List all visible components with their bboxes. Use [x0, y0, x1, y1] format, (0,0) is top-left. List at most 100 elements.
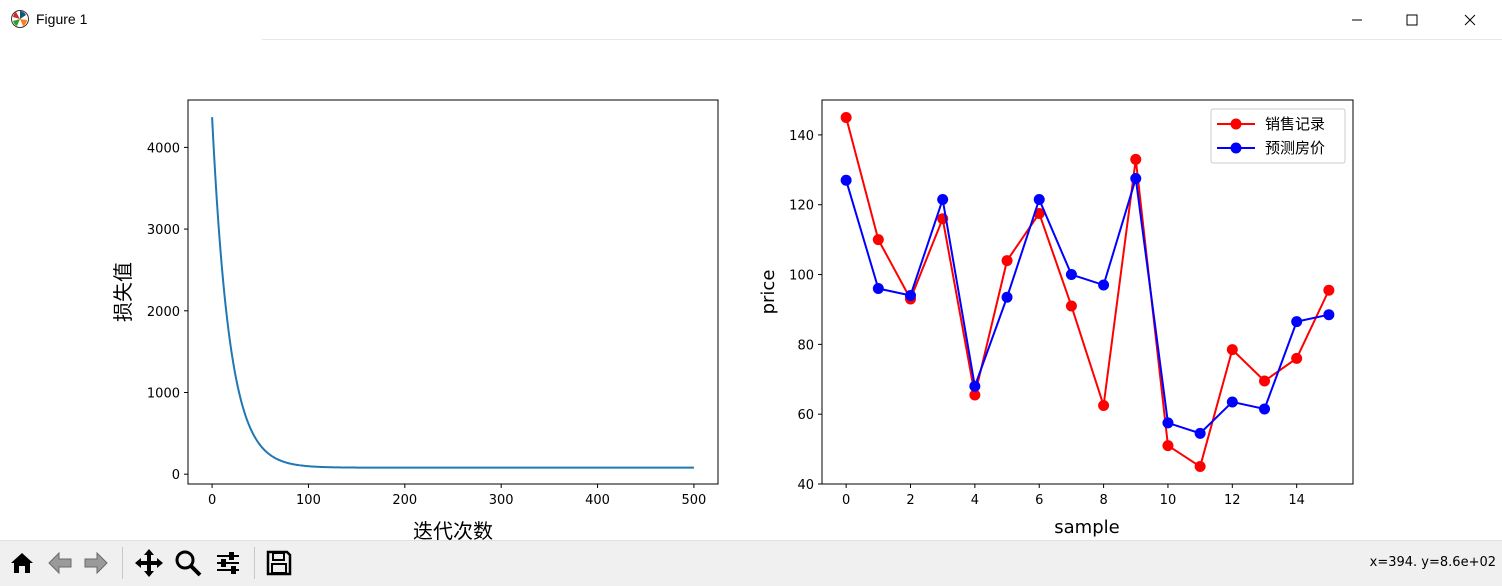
legend-label-sales: 销售记录	[1265, 115, 1325, 133]
save-icon	[266, 550, 292, 576]
price-ylabel: price	[758, 270, 779, 315]
cursor-coordinates: x=394. y=8.6e+02	[1369, 555, 1496, 570]
price-ytick-label: 140	[789, 129, 814, 144]
maximize-button[interactable]	[1389, 0, 1435, 40]
loss-ytick-label: 0	[172, 468, 180, 483]
series-point-0	[1098, 399, 1110, 411]
window-title: Figure 1	[36, 11, 88, 27]
loss-ytick-label: 2000	[147, 305, 180, 320]
series-point-1	[1226, 396, 1238, 408]
series-point-0	[872, 234, 884, 246]
series-point-0	[840, 111, 852, 123]
series-point-1	[1291, 316, 1303, 328]
price-ytick-label: 80	[797, 338, 814, 353]
price-xtick-label: 8	[1099, 493, 1107, 508]
configure-subplots-icon	[217, 552, 239, 574]
loss-xtick-label: 300	[489, 493, 514, 508]
loss-xtick-label: 100	[296, 493, 321, 508]
series-point-1	[840, 174, 852, 186]
home-button[interactable]	[6, 547, 38, 579]
forward-icon	[84, 551, 108, 575]
figure-canvas[interactable]: 0 100 200 300 400 500 0 1000 2000 3000 4000 迭代次数 损…	[0, 40, 1502, 540]
series-point-1	[1033, 193, 1045, 205]
close-icon	[1464, 14, 1476, 26]
loss-ytick-label: 4000	[147, 141, 180, 156]
series-point-1	[1065, 269, 1077, 281]
price-xtick-label: 10	[1160, 493, 1177, 508]
series-point-1	[1194, 427, 1206, 439]
title-bar-divider	[262, 39, 1502, 40]
series-point-1	[969, 380, 981, 392]
series-point-0	[969, 389, 981, 401]
price-xlabel: sample	[1054, 517, 1119, 538]
series-point-0	[1323, 284, 1335, 296]
price-plot-frame	[821, 99, 1354, 485]
series-point-1	[1130, 173, 1142, 185]
price-xtick-label: 14	[1288, 493, 1305, 508]
forward-button[interactable]	[80, 547, 112, 579]
pan-button[interactable]	[133, 547, 165, 579]
zoom-icon	[175, 550, 202, 577]
maximize-icon	[1406, 14, 1418, 26]
series-point-0	[1194, 461, 1206, 473]
series-point-1	[872, 283, 884, 295]
legend-label-predicted: 预测房价	[1265, 139, 1325, 157]
back-icon	[48, 551, 72, 575]
loss-xlabel: 迭代次数	[413, 519, 493, 540]
price-xtick-label: 2	[906, 493, 914, 508]
close-button[interactable]	[1447, 0, 1493, 40]
legend-marker-predicted	[1230, 142, 1242, 154]
title-bar: Figure 1	[0, 0, 1502, 40]
series-point-1	[1001, 291, 1013, 303]
loss-xtick-label: 500	[681, 493, 706, 508]
series-line-1	[845, 178, 1330, 435]
series-point-1	[1259, 403, 1270, 415]
price-ytick-label: 60	[797, 408, 814, 423]
legend-marker-sales	[1230, 118, 1242, 130]
series-point-0	[1130, 153, 1142, 165]
price-plot-layer: 0 2 4 6 8 10 12 14 40 60 80 100 120 140	[789, 111, 1335, 508]
price-ytick-label: 100	[789, 269, 814, 284]
price-ytick-label: 40	[797, 478, 814, 493]
legend-box	[1210, 108, 1346, 164]
loss-xtick-label: 0	[208, 493, 216, 508]
loss-ylabel: 损失值	[111, 262, 135, 322]
loss-plot-frame	[187, 99, 719, 485]
price-ytick-label: 120	[789, 199, 814, 214]
navigation-toolbar: x=394. y=8.6e+02	[0, 540, 1502, 586]
loss-ytick-label: 1000	[147, 386, 180, 401]
series-point-0	[1001, 255, 1013, 267]
price-xtick-label: 12	[1224, 493, 1241, 508]
pan-icon	[135, 549, 163, 577]
series-point-0	[1291, 352, 1303, 364]
series-point-0	[1065, 300, 1077, 312]
series-line-0	[845, 117, 1330, 469]
loss-plot-layer: 0 100 200 300 400 500 0 1000 2000 3000 4000	[147, 117, 706, 508]
toolbar-separator	[122, 547, 123, 579]
back-button[interactable]	[44, 547, 76, 579]
price-xtick-label: 6	[1035, 493, 1043, 508]
series-point-1	[1323, 309, 1335, 321]
minimize-icon	[1352, 19, 1362, 21]
series-point-1	[937, 193, 949, 205]
save-button[interactable]	[263, 547, 295, 579]
legend: 销售记录 预测房价	[1210, 108, 1346, 164]
home-icon	[11, 553, 33, 573]
series-point-1	[1162, 417, 1174, 429]
price-xtick-label: 4	[971, 493, 979, 508]
series-point-0	[1259, 375, 1270, 387]
series-point-1	[905, 289, 916, 301]
series-point-1	[1098, 279, 1110, 291]
minimize-button[interactable]	[1334, 0, 1380, 40]
series-point-0	[1226, 344, 1238, 356]
loss-curve	[211, 117, 694, 469]
loss-xtick-label: 200	[392, 493, 417, 508]
series-point-0	[1162, 440, 1174, 452]
configure-subplots-button[interactable]	[212, 547, 244, 579]
toolbar-separator	[254, 547, 255, 579]
zoom-button[interactable]	[172, 547, 204, 579]
loss-ytick-label: 3000	[147, 223, 180, 238]
price-xtick-label: 0	[842, 493, 850, 508]
loss-xtick-label: 400	[585, 493, 610, 508]
